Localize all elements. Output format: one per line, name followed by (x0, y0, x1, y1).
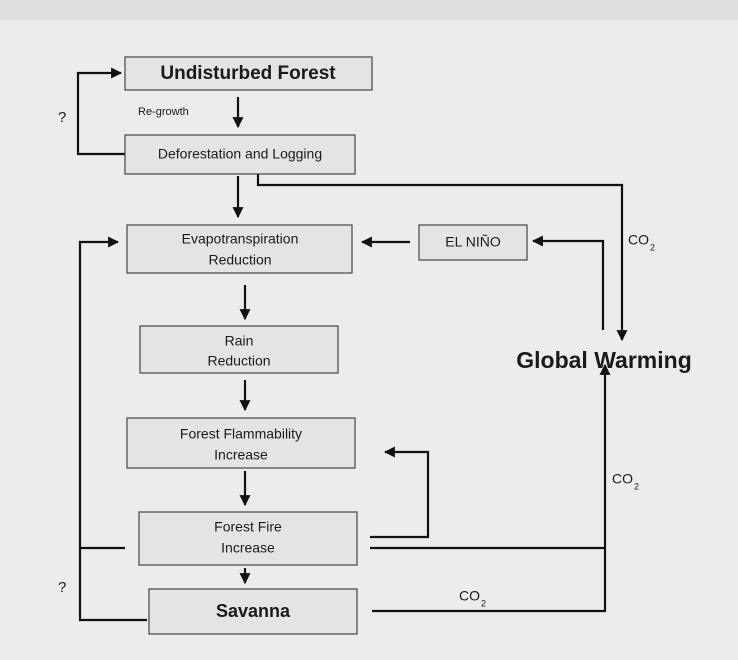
co2-label: CO 2 (459, 588, 486, 609)
co2-base: CO (459, 588, 480, 604)
node-label: Undisturbed Forest (160, 63, 336, 84)
node-label: EL NIÑO (445, 234, 501, 250)
co2-label: CO 2 (612, 471, 639, 492)
node-label: Evapotranspiration (182, 231, 299, 247)
node-box (139, 325, 339, 374)
node-box (124, 56, 373, 91)
node-label: Reduction (207, 353, 270, 369)
node-box (126, 224, 353, 274)
node-box (418, 224, 528, 261)
node-label: Global Warming (516, 347, 692, 373)
top-strip (0, 0, 738, 20)
node-box (124, 134, 356, 175)
annotation: Re-growth (138, 106, 189, 118)
node-label: Deforestation and Logging (158, 146, 322, 162)
node-label: Forest Fire (214, 519, 282, 535)
co2-base: CO (612, 471, 633, 487)
node-box (148, 588, 358, 635)
node-label: Increase (214, 447, 268, 463)
node-box (138, 511, 358, 566)
co2-sub: 2 (481, 598, 486, 608)
node-label: Forest Flammability (180, 426, 302, 442)
node-label: Reduction (208, 252, 271, 268)
annotation: ? (58, 579, 66, 596)
co2-base: CO (628, 232, 649, 248)
co2-sub: 2 (634, 481, 639, 491)
node-label: Rain (225, 333, 254, 349)
annotation: ? (58, 109, 66, 126)
node-label: Increase (221, 540, 275, 556)
node-box (126, 417, 356, 469)
node-label: Savanna (216, 601, 291, 621)
co2-sub: 2 (650, 242, 655, 252)
co2-label: CO 2 (628, 232, 655, 253)
connectors (76, 67, 628, 622)
